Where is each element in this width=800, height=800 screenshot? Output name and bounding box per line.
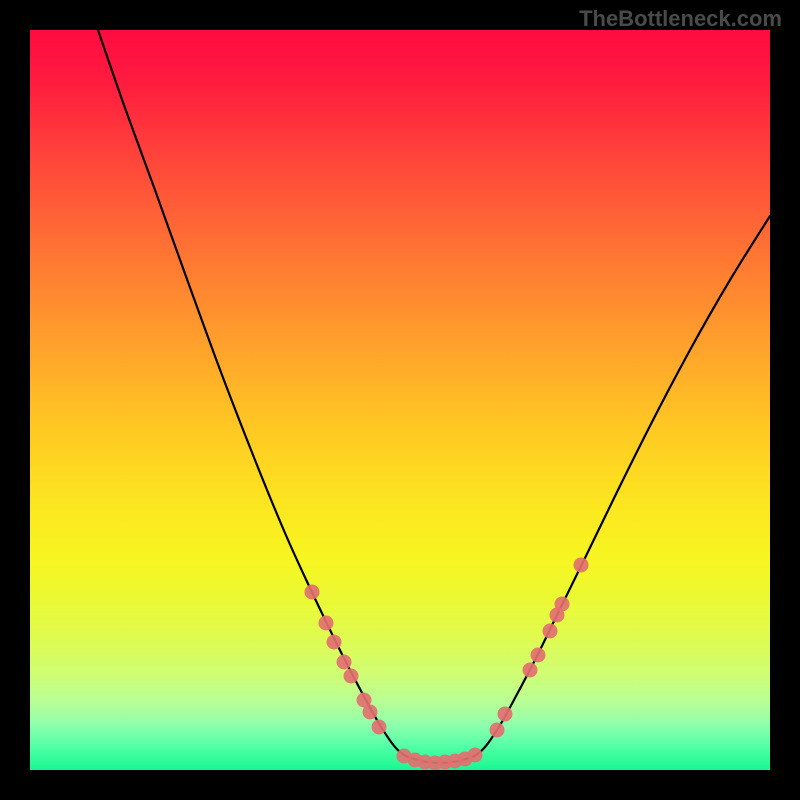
data-marker bbox=[555, 597, 570, 612]
data-marker bbox=[319, 616, 334, 631]
data-marker bbox=[327, 635, 342, 650]
data-marker bbox=[490, 723, 505, 738]
data-marker bbox=[372, 720, 387, 735]
data-marker bbox=[337, 655, 352, 670]
data-marker bbox=[543, 624, 558, 639]
plot-area bbox=[30, 30, 770, 770]
data-marker bbox=[531, 648, 546, 663]
attribution-text: TheBottleneck.com bbox=[579, 6, 782, 32]
data-marker bbox=[574, 558, 589, 573]
bottleneck-curve bbox=[98, 30, 770, 763]
data-marker bbox=[498, 707, 513, 722]
data-marker bbox=[305, 585, 320, 600]
data-marker bbox=[344, 669, 359, 684]
data-marker bbox=[523, 663, 538, 678]
curve-layer bbox=[30, 30, 770, 770]
data-marker bbox=[363, 705, 378, 720]
data-marker bbox=[468, 748, 483, 763]
